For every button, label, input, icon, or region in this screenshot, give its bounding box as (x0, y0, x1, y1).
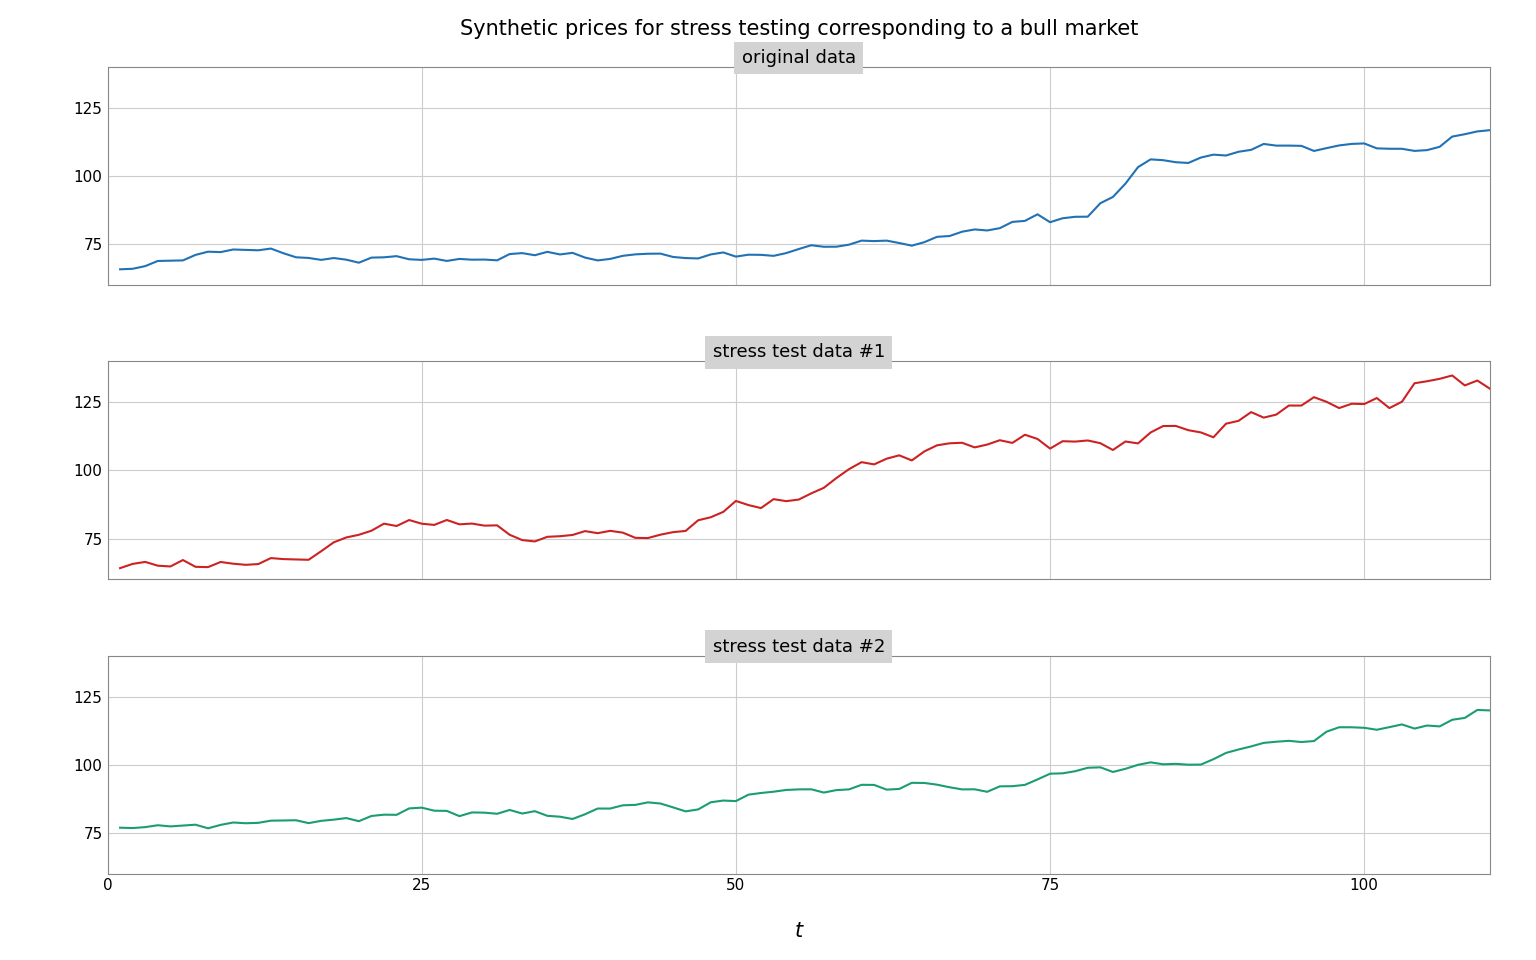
Text: t: t (794, 921, 803, 941)
Text: Synthetic prices for stress testing corresponding to a bull market: Synthetic prices for stress testing corr… (459, 19, 1138, 39)
Title: stress test data #1: stress test data #1 (713, 344, 885, 361)
Title: stress test data #2: stress test data #2 (713, 637, 885, 656)
Title: original data: original data (742, 49, 856, 67)
